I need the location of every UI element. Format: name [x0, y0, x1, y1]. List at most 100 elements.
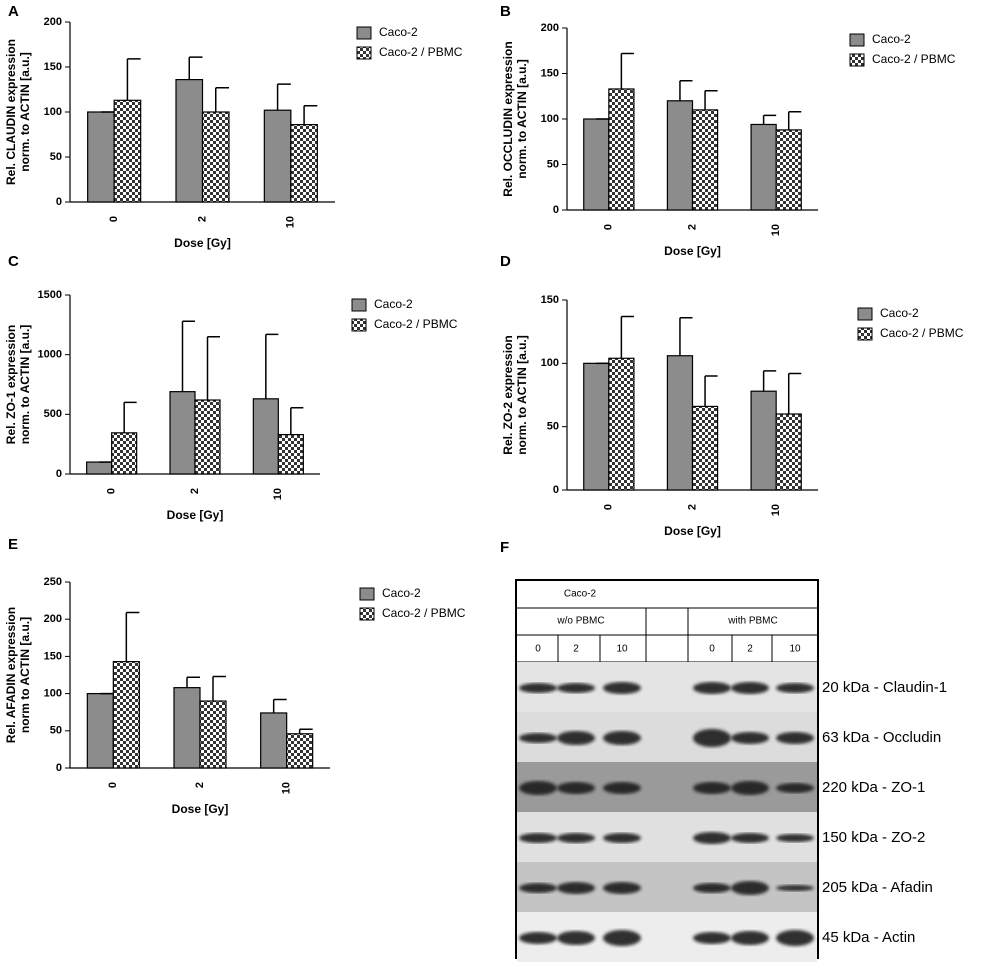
- legend-swatch: [849, 33, 865, 47]
- bar: [750, 390, 777, 491]
- band: [776, 834, 814, 842]
- y-axis-label: Rel. ZO-2 expression: [501, 335, 515, 454]
- band: [557, 782, 595, 794]
- x-tick-label: 0: [603, 504, 615, 510]
- y-tick-label: 250: [44, 576, 62, 588]
- y-tick-label: 100: [44, 688, 62, 700]
- group-label: with PBMC: [727, 616, 777, 627]
- legend-swatch: [351, 318, 367, 332]
- y-tick-label: 50: [50, 725, 62, 737]
- error-bar: [215, 86, 229, 112]
- y-tick-label: 150: [541, 294, 559, 306]
- bar: [277, 434, 304, 475]
- x-tick-label: 2: [189, 488, 201, 494]
- x-tick-label: 10: [272, 488, 284, 500]
- x-axis-label: Dose [Gy]: [167, 508, 224, 522]
- band: [693, 832, 731, 844]
- x-tick-label: 2: [686, 504, 698, 510]
- bar: [113, 99, 142, 203]
- band: [693, 729, 731, 747]
- bar: [169, 391, 196, 475]
- error-bar: [272, 698, 287, 713]
- y-tick-label: 150: [44, 650, 62, 662]
- band: [519, 733, 557, 743]
- band: [693, 782, 731, 794]
- bar: [111, 432, 138, 475]
- y-axis-label: Rel. CLAUDIN expression: [4, 39, 18, 185]
- band-label: 63 kDa - Occludin: [822, 729, 941, 746]
- error-bar: [265, 333, 279, 399]
- band: [776, 783, 814, 793]
- error-bar: [186, 676, 200, 688]
- x-axis-label: Dose [Gy]: [664, 524, 721, 538]
- bar: [252, 398, 279, 475]
- y-tick-label: 0: [56, 762, 62, 774]
- legend-label: Caco-2: [880, 306, 919, 320]
- x-axis-label: Dose [Gy]: [172, 802, 229, 816]
- band: [731, 833, 769, 843]
- x-tick-label: 0: [107, 782, 119, 788]
- band: [731, 931, 769, 945]
- panel-letter: B: [500, 3, 511, 20]
- band: [603, 882, 641, 894]
- legend-label: Caco-2: [374, 297, 413, 311]
- error-bar: [125, 611, 140, 662]
- bar: [583, 362, 610, 491]
- band-label: 45 kDa - Actin: [822, 929, 915, 946]
- x-tick-label: 0: [106, 488, 118, 494]
- x-tick-label: 10: [281, 782, 293, 794]
- error-bar: [123, 401, 137, 433]
- bar: [608, 88, 635, 211]
- bar: [86, 692, 114, 769]
- y-tick-label: 0: [553, 204, 559, 216]
- lane-label: 0: [709, 644, 715, 655]
- band: [603, 782, 641, 794]
- y-axis-label: norm. to ACTIN [a.u.]: [18, 52, 32, 172]
- x-tick-label: 2: [686, 224, 698, 230]
- band: [519, 833, 557, 843]
- error-bar: [181, 320, 195, 392]
- x-tick-label: 0: [108, 216, 120, 222]
- y-tick-label: 150: [541, 67, 559, 79]
- y-axis-label: Rel. AFADIN expression: [4, 607, 18, 743]
- bar: [290, 123, 318, 203]
- error-bar: [276, 83, 291, 111]
- band: [557, 882, 595, 894]
- error-bar: [188, 56, 203, 80]
- bar: [175, 78, 204, 203]
- band: [603, 930, 641, 946]
- legend-label: Caco-2 / PBMC: [374, 317, 458, 331]
- error-bar: [787, 110, 802, 130]
- y-axis-label: Rel. OCCLUDIN expression: [501, 41, 515, 196]
- bar: [775, 413, 802, 491]
- band: [603, 833, 641, 843]
- panel-letter: E: [8, 536, 18, 553]
- bar: [666, 355, 694, 491]
- legend-label: Caco-2 / PBMC: [382, 606, 466, 620]
- legend-label: Caco-2: [872, 32, 911, 46]
- y-tick-label: 200: [44, 16, 62, 28]
- x-axis-label: Dose [Gy]: [174, 236, 231, 250]
- panel-letter: C: [8, 253, 19, 270]
- x-tick-label: 2: [196, 216, 208, 222]
- error-bar: [620, 52, 634, 89]
- error-bar: [704, 375, 718, 407]
- band-label: 205 kDa - Afadin: [822, 879, 933, 896]
- y-tick-label: 0: [56, 468, 62, 480]
- band: [731, 881, 769, 895]
- y-tick-label: 200: [44, 613, 62, 625]
- band: [693, 682, 731, 694]
- bar: [173, 687, 201, 769]
- error-bar: [212, 675, 226, 702]
- band: [731, 682, 769, 694]
- error-bar: [787, 372, 802, 414]
- y-tick-label: 1000: [38, 349, 62, 361]
- bar: [112, 661, 140, 769]
- lane-label: 2: [747, 644, 753, 655]
- band: [776, 683, 814, 693]
- band: [693, 883, 731, 893]
- y-tick-label: 100: [541, 113, 559, 125]
- band: [776, 930, 814, 946]
- y-tick-label: 150: [44, 61, 62, 73]
